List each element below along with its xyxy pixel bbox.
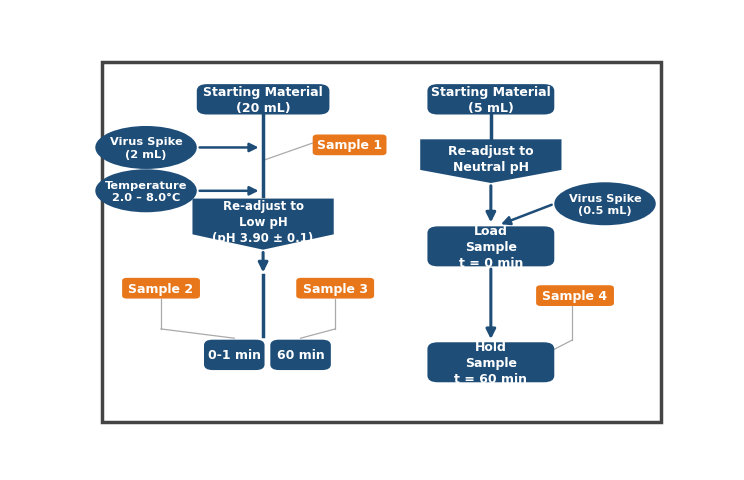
Text: Sample 1: Sample 1 xyxy=(317,139,382,152)
Text: 60 min: 60 min xyxy=(277,348,324,361)
Text: 0-1 min: 0-1 min xyxy=(208,348,260,361)
Text: Sample 3: Sample 3 xyxy=(303,282,368,295)
Ellipse shape xyxy=(95,127,196,169)
Text: Starting Material
(5 mL): Starting Material (5 mL) xyxy=(431,85,551,115)
Ellipse shape xyxy=(95,170,196,213)
Text: Temperature
2.0 – 8.0°C: Temperature 2.0 – 8.0°C xyxy=(105,180,187,203)
Polygon shape xyxy=(420,140,562,184)
Ellipse shape xyxy=(554,183,655,226)
FancyBboxPatch shape xyxy=(102,63,661,421)
FancyBboxPatch shape xyxy=(427,85,554,115)
Text: Re-adjust to
Neutral pH: Re-adjust to Neutral pH xyxy=(448,145,533,174)
Text: Re-adjust to
Low pH
(pH 3.90 ± 0.1): Re-adjust to Low pH (pH 3.90 ± 0.1) xyxy=(213,200,314,245)
Text: Load
Sample
t = 0 min: Load Sample t = 0 min xyxy=(458,224,523,269)
FancyBboxPatch shape xyxy=(122,278,200,299)
FancyBboxPatch shape xyxy=(296,278,374,299)
FancyBboxPatch shape xyxy=(270,340,331,370)
FancyBboxPatch shape xyxy=(427,343,554,383)
FancyBboxPatch shape xyxy=(204,340,265,370)
FancyBboxPatch shape xyxy=(536,286,614,306)
Text: Hold
Sample
t = 60 min: Hold Sample t = 60 min xyxy=(455,340,527,385)
Polygon shape xyxy=(193,199,334,250)
Text: Starting Material
(20 mL): Starting Material (20 mL) xyxy=(203,85,323,115)
FancyBboxPatch shape xyxy=(196,85,330,115)
Text: Sample 4: Sample 4 xyxy=(542,289,608,302)
Text: Sample 2: Sample 2 xyxy=(129,282,193,295)
Text: Virus Spike
(0.5 mL): Virus Spike (0.5 mL) xyxy=(568,193,641,216)
FancyBboxPatch shape xyxy=(312,135,386,156)
Text: Virus Spike
(2 mL): Virus Spike (2 mL) xyxy=(109,137,182,159)
FancyBboxPatch shape xyxy=(427,227,554,267)
